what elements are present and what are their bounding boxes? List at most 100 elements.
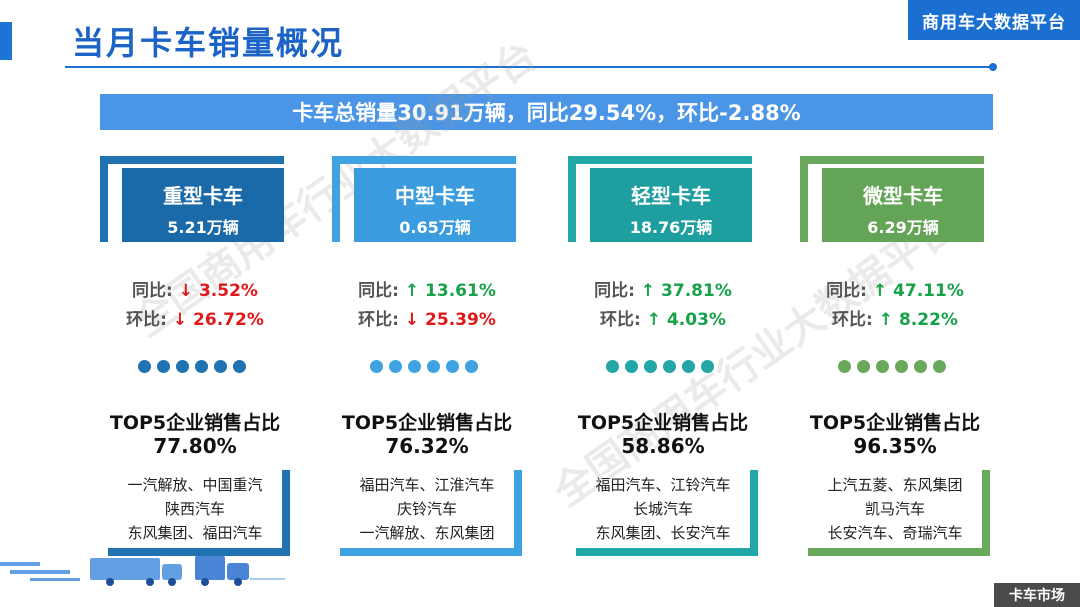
mom-label: 环比: [832, 310, 873, 330]
frame-left-bar [800, 156, 808, 242]
brand-badge: 商用车大数据平台 [908, 0, 1080, 40]
separator-dot [606, 360, 619, 373]
arrow-down-icon: ↓ [178, 281, 194, 301]
firm-line: 长城汽车 [632, 500, 693, 518]
category-sales: 6.29万辆 [867, 218, 939, 237]
top5-value: 77.80% [153, 434, 237, 458]
yoy-value: 47.11% [893, 281, 964, 301]
frame-bottom-bar [108, 548, 290, 556]
mom-value: 26.72% [193, 310, 264, 330]
firm-line: 一汽解放、中国重汽 [127, 476, 263, 494]
mom-stat: 环比: ↓ 25.39% [332, 305, 522, 330]
frame-bottom-bar [340, 548, 522, 556]
firm-line: 长安汽车、奇瑞汽车 [827, 524, 963, 542]
separator-dot [914, 360, 927, 373]
firm-line: 一汽解放、东风集团 [359, 524, 495, 542]
frame-left-bar [332, 156, 340, 242]
category-name: 重型卡车 [163, 184, 243, 208]
yoy-value: 13.61% [425, 281, 496, 301]
category-name: 中型卡车 [395, 184, 475, 208]
frame-left-bar [100, 156, 108, 242]
separator-dot [176, 360, 189, 373]
category-sales: 5.21万辆 [167, 218, 239, 237]
title-accent-bar [0, 22, 12, 60]
arrow-down-icon: ↓ [172, 310, 188, 330]
header-divider-dot [989, 63, 997, 71]
separator-dot [214, 360, 227, 373]
section-tag: 卡车市场 [994, 583, 1080, 607]
yoy-stat: 同比: ↓ 3.52% [100, 276, 290, 301]
separator-dot [157, 360, 170, 373]
frame-right-bar [982, 470, 990, 556]
firm-line: 福田汽车、江淮汽车 [359, 476, 495, 494]
separator-dot [389, 360, 402, 373]
yoy-label: 同比: [594, 281, 635, 301]
frame-left-bar [568, 156, 576, 242]
dot-separator [568, 360, 752, 373]
frame-right-bar [514, 470, 522, 556]
arrow-up-icon: ↑ [872, 281, 888, 301]
frame-top-bar [332, 156, 516, 164]
separator-dot [408, 360, 421, 373]
category-column: 轻型卡车 18.76万辆 同比: ↑ 37.81% 环比: ↑ 4.03% TO… [568, 156, 758, 566]
category-column: 中型卡车 0.65万辆 同比: ↑ 13.61% 环比: ↓ 25.39% TO… [332, 156, 522, 566]
category-sales: 18.76万辆 [629, 218, 713, 237]
firm-line: 上汽五菱、东风集团 [827, 476, 963, 494]
separator-dot [446, 360, 459, 373]
category-card: 中型卡车 0.65万辆 [354, 168, 516, 242]
separator-dot [838, 360, 851, 373]
firm-line: 凯马汽车 [864, 500, 925, 518]
dot-separator [800, 360, 984, 373]
mom-stat: 环比: ↓ 26.72% [100, 305, 290, 330]
dot-separator [332, 360, 516, 373]
top5-title: TOP5企业销售占比 [109, 412, 281, 434]
mom-label: 环比: [600, 310, 641, 330]
yoy-stat: 同比: ↑ 13.61% [332, 276, 522, 301]
truck-illustration [0, 556, 285, 586]
frame-right-bar [750, 470, 758, 556]
separator-dot [644, 360, 657, 373]
top5-value: 96.35% [853, 434, 937, 458]
category-card: 轻型卡车 18.76万辆 [590, 168, 752, 242]
category-column: 重型卡车 5.21万辆 同比: ↓ 3.52% 环比: ↓ 26.72% TOP… [100, 156, 290, 566]
arrow-up-icon: ↑ [878, 310, 894, 330]
separator-dot [625, 360, 638, 373]
separator-dot [465, 360, 478, 373]
mom-value: 4.03% [666, 310, 726, 330]
separator-dot [233, 360, 246, 373]
separator-dot [195, 360, 208, 373]
separator-dot [857, 360, 870, 373]
top5-title: TOP5企业销售占比 [577, 412, 749, 434]
firm-line: 东风集团、福田汽车 [127, 524, 263, 542]
separator-dot [663, 360, 676, 373]
frame-top-bar [100, 156, 284, 164]
category-sales: 0.65万辆 [399, 218, 471, 237]
frame-top-bar [568, 156, 752, 164]
frame-top-bar [800, 156, 984, 164]
top5-value: 76.32% [385, 434, 469, 458]
yoy-stat: 同比: ↑ 47.11% [800, 276, 990, 301]
separator-dot [682, 360, 695, 373]
arrow-down-icon: ↓ [404, 310, 420, 330]
mom-value: 8.22% [898, 310, 958, 330]
mom-stat: 环比: ↑ 4.03% [568, 305, 758, 330]
firm-line: 福田汽车、江铃汽车 [595, 476, 731, 494]
category-name: 轻型卡车 [631, 184, 711, 208]
separator-dot [876, 360, 889, 373]
firm-line: 陕西汽车 [164, 500, 225, 518]
separator-dot [138, 360, 151, 373]
arrow-up-icon: ↑ [404, 281, 420, 301]
yoy-value: 3.52% [198, 281, 258, 301]
mom-stat: 环比: ↑ 8.22% [800, 305, 990, 330]
yoy-value: 37.81% [661, 281, 732, 301]
yoy-label: 同比: [132, 281, 173, 301]
header-divider [65, 66, 993, 68]
firm-line: 东风集团、长安汽车 [595, 524, 731, 542]
top5-title: TOP5企业销售占比 [809, 412, 981, 434]
separator-dot [895, 360, 908, 373]
yoy-label: 同比: [826, 281, 867, 301]
category-card: 重型卡车 5.21万辆 [122, 168, 284, 242]
arrow-up-icon: ↑ [640, 281, 656, 301]
frame-bottom-bar [576, 548, 758, 556]
summary-banner: 卡车总销量30.91万辆，同比29.54%，环比-2.88% [100, 94, 993, 130]
